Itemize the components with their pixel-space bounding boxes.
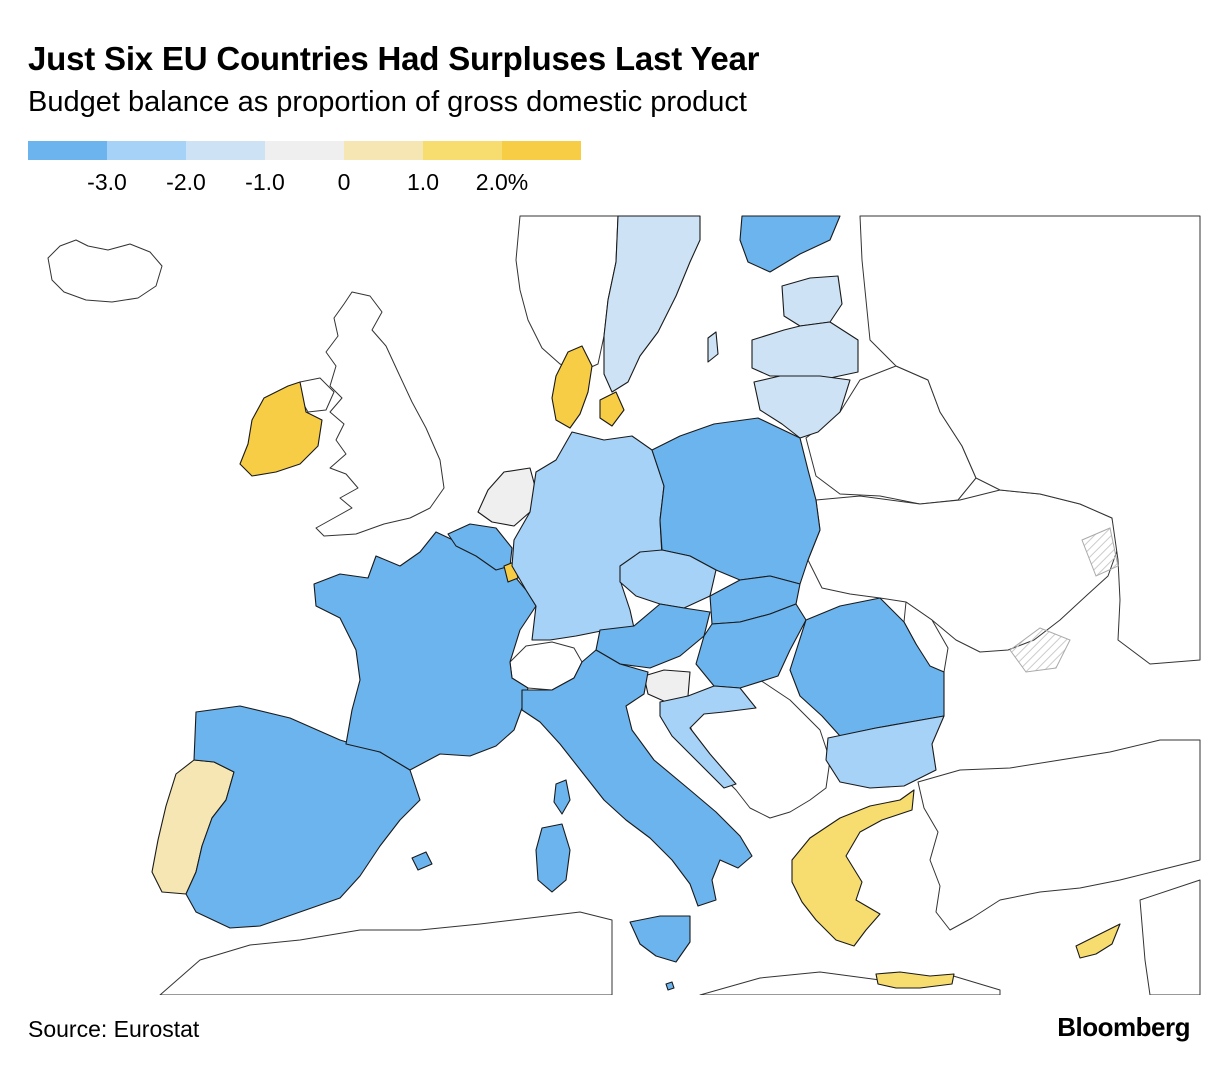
legend-tick-5: 1.0 <box>407 169 439 195</box>
legend-tick-2: -2.0 <box>166 169 206 195</box>
crete-shape <box>875 971 955 989</box>
middle-east-shape <box>1139 879 1201 995</box>
ukraine-shape <box>807 489 1119 653</box>
turkey-shape <box>917 739 1201 931</box>
legend-swatch-1 <box>28 141 107 160</box>
lithuania-shape <box>753 375 851 439</box>
color-legend: -3.0 -2.0 -1.0 0 1.0 2.0% <box>28 141 584 201</box>
donbas-hatch <box>1081 527 1119 577</box>
ireland-shape <box>239 381 323 477</box>
latvia-shape <box>751 321 859 379</box>
croatia-shape <box>659 685 757 789</box>
cyprus-shape <box>1075 923 1121 959</box>
legend-swatch-6 <box>423 141 502 160</box>
denmark-shape <box>551 345 593 429</box>
legend-swatch-7 <box>502 141 581 160</box>
sardinia-shape <box>535 823 571 893</box>
france-shape <box>313 531 537 771</box>
legend-swatch-4 <box>265 141 344 160</box>
bulgaria-shape <box>825 715 945 789</box>
gotland-shape <box>707 331 719 363</box>
legend-tick-1: -3.0 <box>87 169 127 195</box>
legend-tick-4: 0 <box>337 169 351 195</box>
finland-shape <box>739 215 841 273</box>
legend-tick-3: -1.0 <box>245 169 285 195</box>
greece-shape <box>791 789 915 947</box>
europe-map <box>47 215 1201 995</box>
malta-shape <box>665 981 675 991</box>
legend-swatch-3 <box>186 141 265 160</box>
legend-tick-6: 2.0% <box>475 169 529 195</box>
north-africa-shape <box>159 911 613 995</box>
germany-shape <box>511 431 665 641</box>
corsica-shape <box>553 779 571 815</box>
sweden-shape <box>603 215 701 393</box>
estonia-shape <box>781 275 843 327</box>
legend-swatch-5 <box>344 141 423 160</box>
zealand-shape <box>599 391 625 427</box>
balearic-islands-shape <box>411 851 433 871</box>
hungary-shape <box>695 603 807 689</box>
bloomberg-logo: Bloomberg <box>1057 1012 1190 1042</box>
sicily-shape <box>629 915 691 963</box>
great-britain-shape <box>315 291 445 537</box>
chart-subtitle: Budget balance as proportion of gross do… <box>28 86 747 118</box>
poland-shape <box>651 417 821 585</box>
norway-shape <box>515 215 619 373</box>
iceland-shape <box>47 239 163 303</box>
chart-title: Just Six EU Countries Had Surpluses Last… <box>28 40 760 77</box>
source-note: Source: Eurostat <box>28 1016 200 1042</box>
libya-coast-shape <box>699 971 1001 995</box>
legend-swatch-2 <box>107 141 186 160</box>
russia-west-shape <box>859 215 1201 665</box>
italy-shape <box>521 649 753 907</box>
crimea-hatch <box>1009 627 1071 673</box>
